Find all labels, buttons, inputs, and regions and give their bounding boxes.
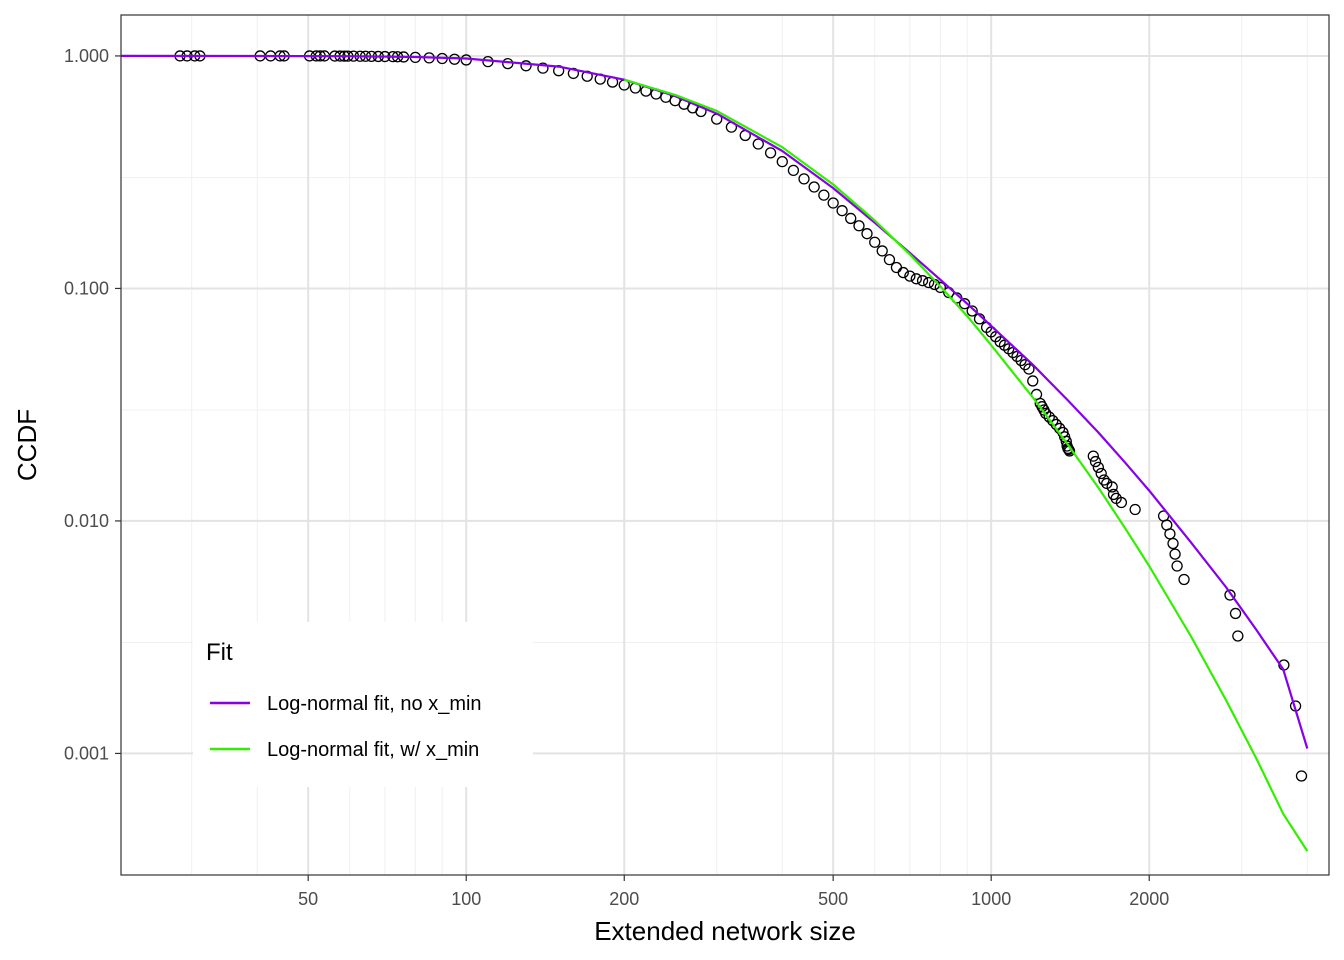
data-point bbox=[836, 205, 848, 217]
axis-ticks: 50 100 200 500 1000 2000 0.001 0.010 0.100 1.000 bbox=[64, 46, 1169, 909]
y-tick-label: 0.010 bbox=[64, 511, 109, 531]
data-point bbox=[1295, 770, 1308, 782]
y-tick-label: 1.000 bbox=[64, 46, 109, 66]
fit-lines bbox=[120, 54, 1309, 852]
data-point bbox=[1169, 548, 1181, 560]
data-point bbox=[1129, 503, 1141, 516]
data-point bbox=[818, 189, 830, 201]
x-axis-title: Extended network size bbox=[594, 916, 856, 946]
data-point bbox=[1167, 537, 1179, 550]
data-point bbox=[897, 266, 909, 279]
data-point bbox=[1043, 411, 1055, 423]
data-point bbox=[1229, 607, 1242, 620]
data-point bbox=[845, 212, 857, 225]
data-point bbox=[1224, 589, 1236, 601]
legend: Fit Log-normal fit, no x_min Log-normal … bbox=[193, 622, 533, 787]
data-point bbox=[1023, 363, 1035, 375]
data-point bbox=[1092, 461, 1105, 474]
data-point bbox=[1098, 474, 1110, 486]
fit-line-no-xmin bbox=[120, 54, 1309, 749]
legend-background bbox=[193, 622, 533, 787]
x-tick-label: 2000 bbox=[1129, 889, 1169, 909]
data-point bbox=[869, 236, 881, 248]
data-point bbox=[1040, 407, 1052, 420]
plot-border bbox=[120, 14, 1330, 876]
legend-label-w-xmin: Log-normal fit, w/ x_min bbox=[267, 739, 479, 761]
x-tick-label: 500 bbox=[818, 889, 848, 909]
data-point bbox=[764, 147, 777, 159]
data-point bbox=[934, 281, 946, 294]
data-point bbox=[1060, 435, 1072, 447]
data-point bbox=[916, 275, 929, 287]
data-point bbox=[1015, 354, 1027, 367]
data-point bbox=[520, 60, 532, 72]
data-point bbox=[876, 245, 888, 257]
x-tick-label: 50 bbox=[298, 889, 318, 909]
data-point bbox=[904, 270, 916, 282]
data-point bbox=[827, 197, 839, 209]
y-tick-label: 0.100 bbox=[64, 278, 109, 298]
data-point bbox=[883, 253, 896, 266]
data-point bbox=[1232, 630, 1244, 642]
data-point bbox=[1095, 467, 1107, 480]
data-point bbox=[752, 138, 764, 150]
data-point bbox=[922, 276, 935, 289]
data-point bbox=[776, 156, 788, 168]
data-point bbox=[1087, 450, 1099, 462]
x-tick-label: 100 bbox=[451, 889, 481, 909]
fit-line-w-xmin bbox=[623, 78, 1309, 852]
data-point bbox=[910, 273, 922, 285]
data-point bbox=[537, 62, 549, 74]
data-point bbox=[861, 228, 873, 240]
data-point bbox=[798, 173, 810, 185]
data-point bbox=[1178, 573, 1190, 586]
x-tick-label: 200 bbox=[609, 889, 639, 909]
data-point bbox=[958, 298, 971, 310]
data-point bbox=[1106, 481, 1118, 493]
data-point bbox=[787, 164, 800, 177]
legend-label-no-xmin: Log-normal fit, no x_min bbox=[267, 693, 482, 715]
y-axis-title: CCDF bbox=[12, 409, 42, 481]
y-tick-label: 0.001 bbox=[64, 743, 109, 763]
x-tick-label: 1000 bbox=[971, 889, 1011, 909]
data-point bbox=[1115, 496, 1128, 509]
data-point bbox=[1027, 375, 1039, 387]
data-point bbox=[853, 220, 865, 232]
data-point bbox=[966, 305, 978, 317]
data-point bbox=[1089, 455, 1102, 468]
data-point bbox=[1171, 560, 1183, 572]
data-point bbox=[808, 181, 820, 193]
legend-title: Fit bbox=[206, 639, 233, 666]
